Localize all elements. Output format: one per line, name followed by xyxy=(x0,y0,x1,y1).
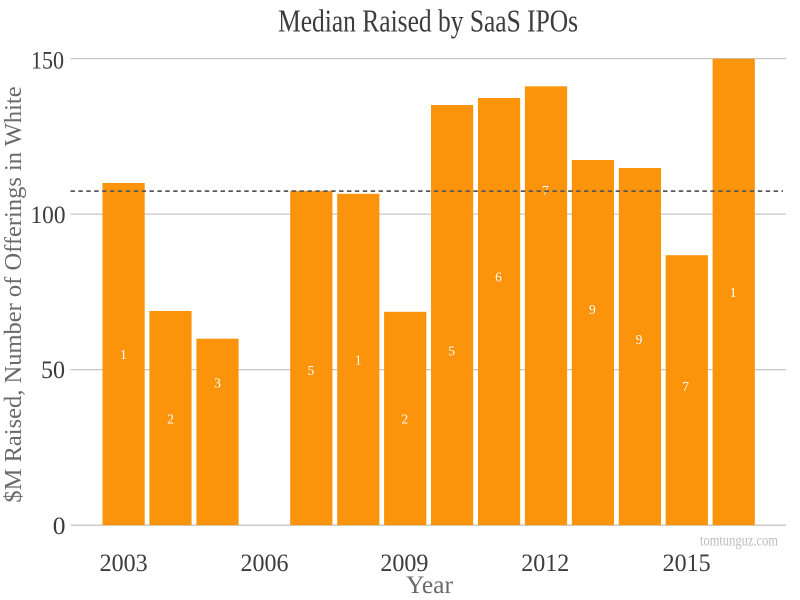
svg-text:0: 0 xyxy=(53,511,66,540)
svg-text:1: 1 xyxy=(120,347,127,362)
svg-text:150: 150 xyxy=(31,45,64,74)
svg-text:7: 7 xyxy=(682,379,689,394)
svg-text:1: 1 xyxy=(355,353,362,368)
svg-text:6: 6 xyxy=(495,270,502,285)
svg-text:2012: 2012 xyxy=(521,548,569,577)
svg-text:9: 9 xyxy=(636,332,643,347)
svg-text:2015: 2015 xyxy=(663,548,711,577)
svg-text:2: 2 xyxy=(401,412,408,427)
svg-text:2: 2 xyxy=(167,411,174,426)
svg-text:2003: 2003 xyxy=(100,548,148,577)
svg-text:2006: 2006 xyxy=(241,548,289,577)
svg-text:Year: Year xyxy=(406,570,453,599)
svg-text:5: 5 xyxy=(448,344,455,359)
svg-text:1: 1 xyxy=(730,285,737,300)
svg-text:3: 3 xyxy=(214,375,221,390)
svg-text:5: 5 xyxy=(308,363,315,378)
svg-text:2009: 2009 xyxy=(380,548,428,577)
svg-text:tomtunguz.com: tomtunguz.com xyxy=(700,533,778,550)
svg-text:Median Raised by SaaS IPOs: Median Raised by SaaS IPOs xyxy=(278,3,578,39)
svg-text:9: 9 xyxy=(589,302,596,317)
svg-text:100: 100 xyxy=(31,200,66,229)
svg-text:50: 50 xyxy=(41,355,65,384)
svg-text:$M Raised, Number of Offerings: $M Raised, Number of Offerings in White xyxy=(0,86,27,502)
